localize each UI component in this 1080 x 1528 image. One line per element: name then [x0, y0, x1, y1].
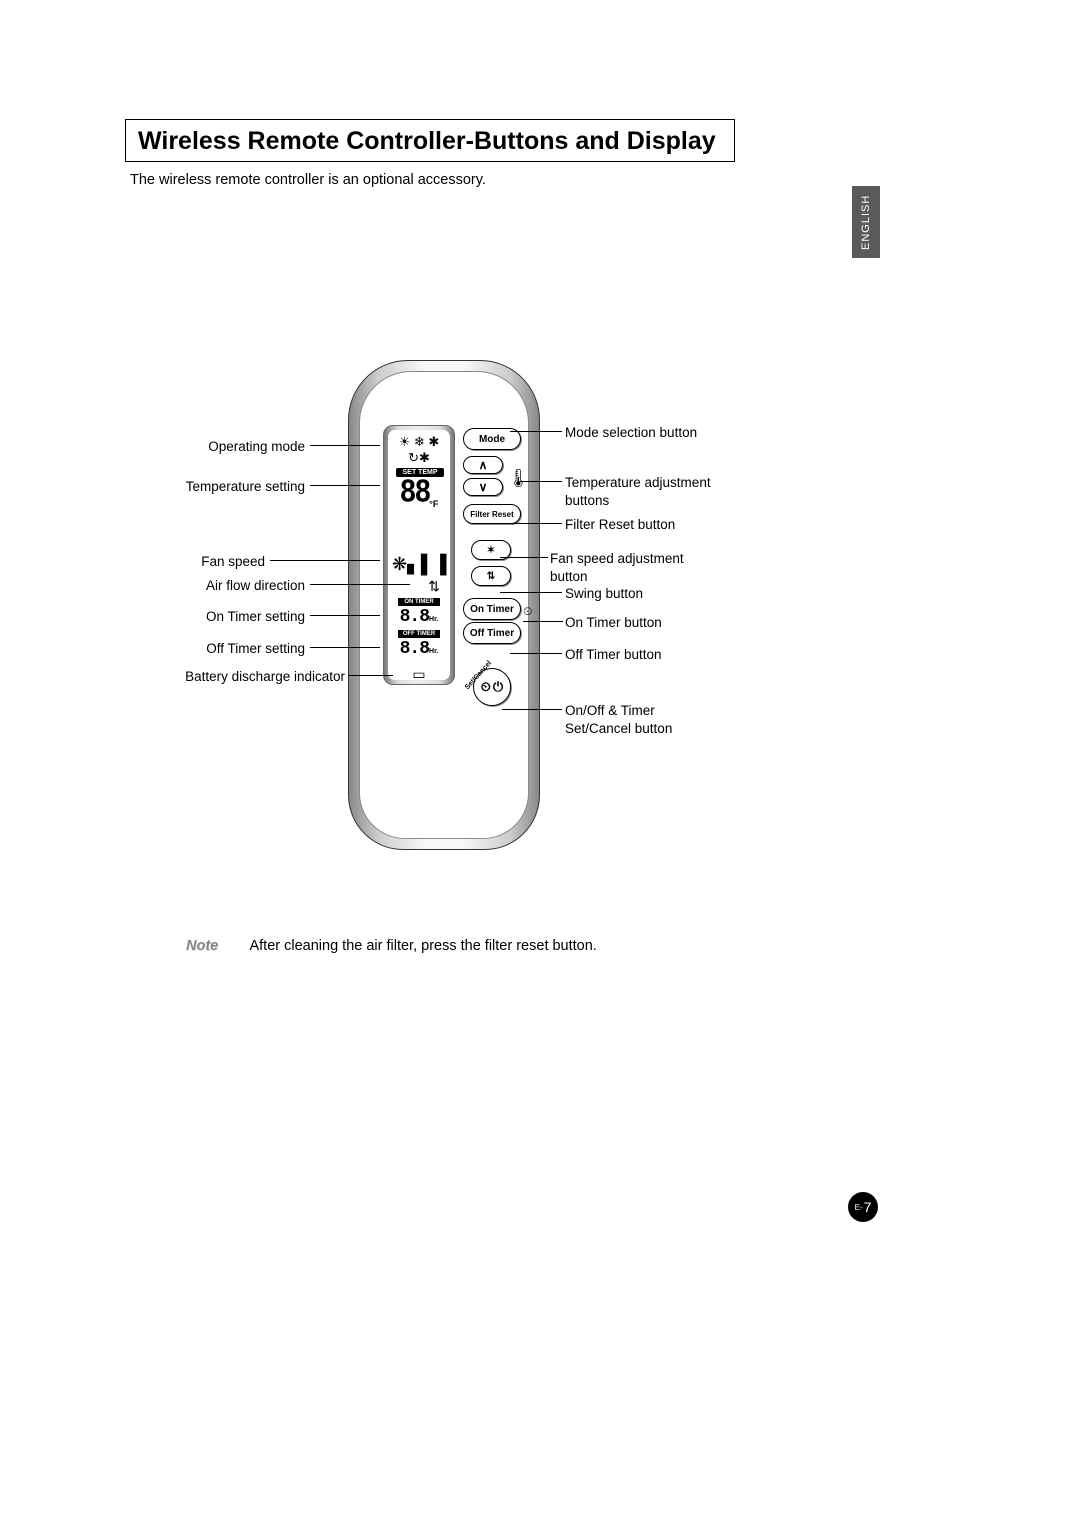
filter-reset-button[interactable]: Filter Reset — [463, 504, 521, 524]
label-fan-speed: Fan speed — [130, 553, 265, 571]
lcd-battery-icon: ▭ — [392, 666, 446, 683]
label-off-timer-button: Off Timer button — [565, 646, 765, 664]
language-tab: ENGLISH — [852, 186, 880, 258]
button-column: Mode ∧ ∨ 🌡 Filter Reset ✶ ⇅ On Timer ⏲ O… — [463, 428, 525, 712]
thermometer-icon: 🌡 — [507, 468, 530, 489]
swing-button[interactable]: ⇅ — [471, 566, 511, 586]
lcd-on-timer-value: 8.8Hr. — [392, 607, 446, 627]
label-fan-button: Fan speed adjustment button — [550, 550, 720, 585]
label-air-flow: Air flow direction — [130, 577, 305, 595]
label-operating-mode: Operating mode — [130, 438, 305, 456]
lcd-fan-icons: ❋▖▌▐ — [392, 554, 446, 575]
title-box: Wireless Remote Controller-Buttons and D… — [125, 119, 735, 162]
off-timer-button[interactable]: Off Timer — [463, 622, 521, 644]
label-temperature-setting: Temperature setting — [130, 478, 305, 496]
note-text: After cleaning the air filter, press the… — [249, 938, 596, 954]
page-title: Wireless Remote Controller-Buttons and D… — [138, 127, 722, 156]
remote-diagram: ☀ ❄ ✱ ↻✱ SET TEMP 88°F ❋▖▌▐ ⇅ ON TIMER 8… — [130, 360, 850, 880]
lcd-temp-value: 88°F — [392, 478, 446, 509]
lcd-mode-icons-2: ↻✱ — [392, 450, 446, 466]
clock-icon: ⏲ — [523, 604, 532, 619]
remote-body: ☀ ❄ ✱ ↻✱ SET TEMP 88°F ❋▖▌▐ ⇅ ON TIMER 8… — [348, 360, 540, 850]
on-timer-button[interactable]: On Timer — [463, 598, 521, 620]
temp-up-button[interactable]: ∧ — [463, 456, 503, 474]
lcd-off-timer-label: OFF TIMER — [398, 630, 440, 638]
label-power-button: On/Off & Timer Set/Cancel button — [565, 702, 715, 737]
label-on-timer-setting: On Timer setting — [130, 608, 305, 626]
note-label: Note — [186, 938, 218, 954]
lcd-mode-icons: ☀ ❄ ✱ — [392, 434, 446, 450]
lcd-off-timer-value: 8.8Hr. — [392, 639, 446, 659]
page-number: E-7 — [848, 1192, 878, 1222]
power-button[interactable]: Set/Cancel ⏲ ⏻ — [473, 668, 511, 706]
lcd-on-timer-label: ON TIMER — [398, 598, 440, 606]
label-battery: Battery discharge indicator — [130, 668, 345, 686]
lcd-display: ☀ ❄ ✱ ↻✱ SET TEMP 88°F ❋▖▌▐ ⇅ ON TIMER 8… — [383, 425, 455, 685]
label-off-timer-setting: Off Timer setting — [130, 640, 305, 658]
label-mode-button: Mode selection button — [565, 424, 765, 442]
lcd-swing-icon: ⇅ — [392, 578, 446, 595]
remote-inner: ☀ ❄ ✱ ↻✱ SET TEMP 88°F ❋▖▌▐ ⇅ ON TIMER 8… — [359, 371, 529, 839]
label-temp-button: Temperature adjustment buttons — [565, 474, 745, 509]
label-swing-button: Swing button — [565, 585, 765, 603]
label-filter-button: Filter Reset button — [565, 516, 765, 534]
label-on-timer-button: On Timer button — [565, 614, 765, 632]
temp-down-button[interactable]: ∨ — [463, 478, 503, 496]
intro-text: The wireless remote controller is an opt… — [130, 172, 486, 188]
note-row: Note After cleaning the air filter, pres… — [186, 938, 597, 954]
